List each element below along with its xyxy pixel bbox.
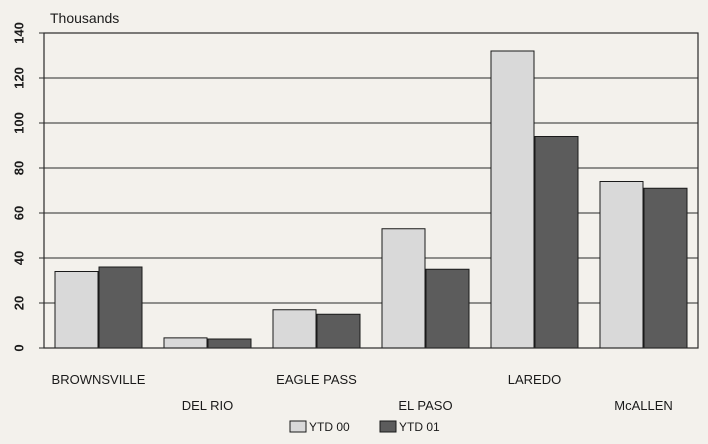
- bar-ytd-01: [207, 338, 252, 349]
- y-tick-label: 100: [11, 112, 26, 134]
- legend-swatch: [379, 420, 397, 433]
- bar-ytd-01: [425, 268, 470, 349]
- legend-label: YTD 01: [399, 420, 440, 434]
- bar-ytd-00: [272, 309, 317, 349]
- bar-ytd-00: [490, 50, 535, 349]
- x-category-label: EL PASO: [398, 398, 452, 413]
- plot-frame: [43, 32, 699, 349]
- bar-ytd-01: [643, 187, 688, 349]
- axes: 0 20 40 60 80 100 120 140 BROWNSVILLE DEL RIO EAGL…: [11, 22, 699, 413]
- y-tick-label: 20: [11, 296, 26, 310]
- bar-ytd-00: [381, 228, 426, 349]
- x-category-label: EAGLE PASS: [276, 372, 357, 387]
- y-tick-label: 140: [11, 22, 26, 44]
- bar-ytd-00: [54, 271, 99, 349]
- y-tick-label: 0: [11, 344, 26, 351]
- y-tick-label: 60: [11, 206, 26, 220]
- y-tick-label: 120: [11, 67, 26, 89]
- x-category-label: LAREDO: [508, 372, 561, 387]
- gridlines: [44, 77, 698, 304]
- bar-ytd-00: [163, 337, 208, 349]
- bar-ytd-01: [98, 266, 143, 349]
- y-tick-label: 80: [11, 161, 26, 175]
- bars: [54, 50, 688, 349]
- bar-ytd-00: [599, 181, 644, 349]
- y-unit-label: Thousands: [50, 10, 119, 26]
- bar-ytd-01: [534, 136, 579, 349]
- legend-swatch: [289, 420, 307, 433]
- legend: YTD 00 YTD 01: [289, 420, 440, 434]
- y-tick-label: 40: [11, 251, 26, 265]
- legend-label: YTD 00: [309, 420, 350, 434]
- x-category-label: DEL RIO: [182, 398, 234, 413]
- x-category-label: BROWNSVILLE: [52, 372, 146, 387]
- bar-ytd-01: [316, 313, 361, 349]
- x-category-label: McALLEN: [614, 398, 673, 413]
